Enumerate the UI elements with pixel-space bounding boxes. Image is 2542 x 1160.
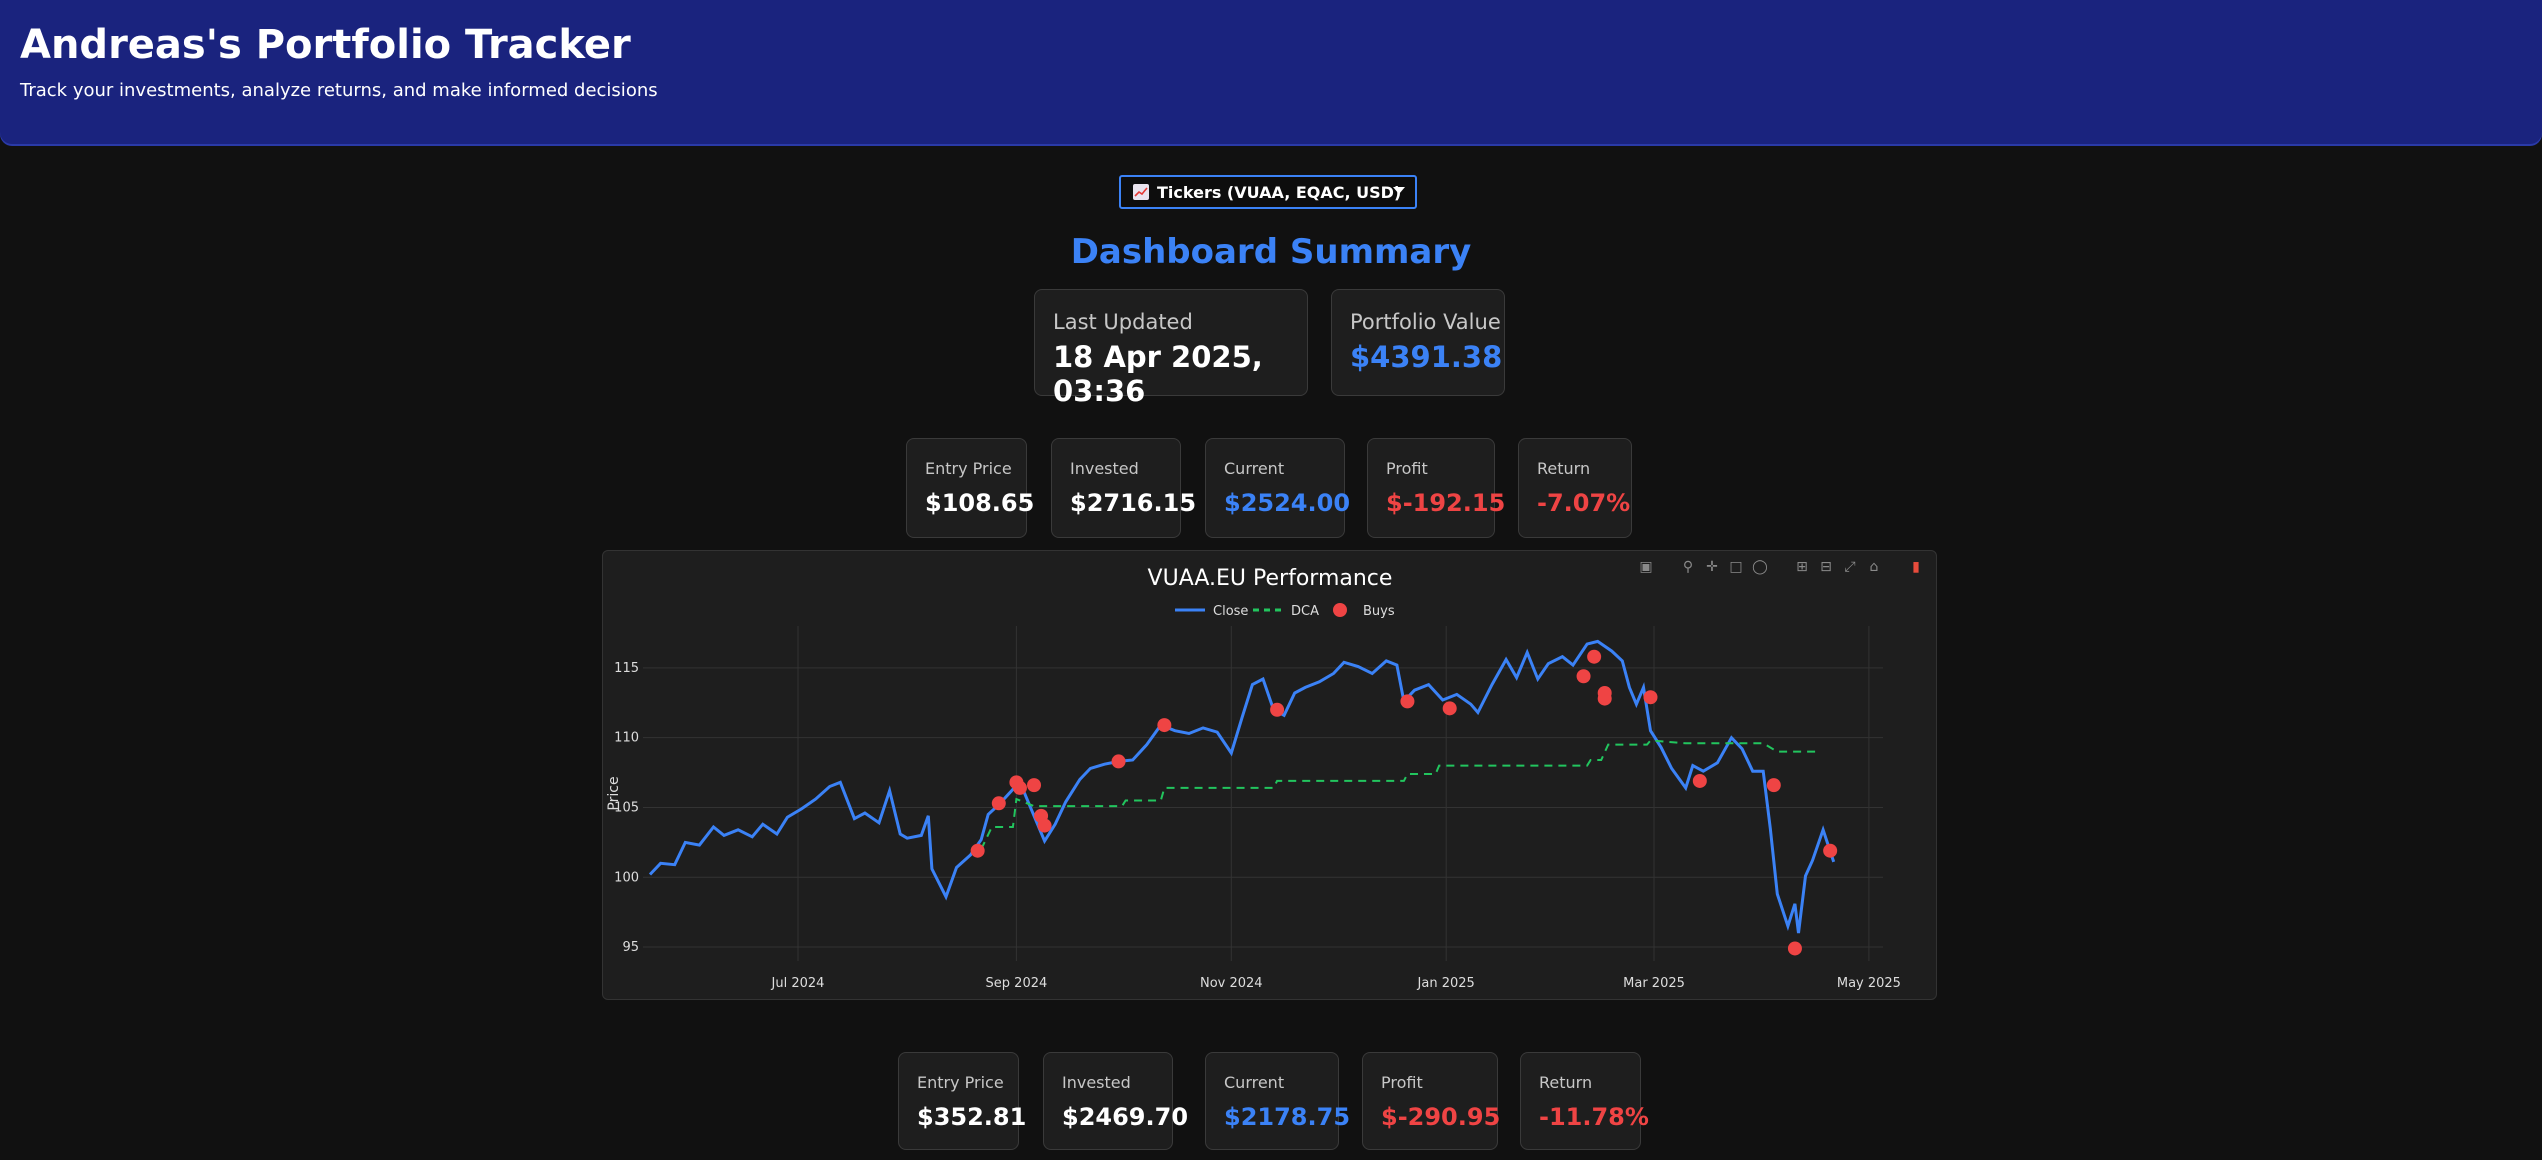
profit-card: Profit $-192.15 [1367,438,1505,538]
buy-marker [1692,773,1707,788]
profit-value: $-192.15 [1386,489,1506,517]
profit-label: Profit [1386,459,1428,478]
return-label: Return [1537,459,1591,478]
invested-value: $2716.15 [1070,489,1197,517]
x-tick-label: Nov 2024 [1200,976,1263,991]
vuaa-chart-panel: ▣ ⚲ ✛ □ ◯ ⊞ ⊟ ⤢ ⌂ ▮ VUAA.EU Performance 9… [602,550,1937,1000]
legend-label: DCA [1291,604,1319,619]
reset-axes-icon[interactable]: ⌂ [1869,559,1879,575]
page-title: Andreas's Portfolio Tracker [20,22,631,68]
portfolio-value-card: Portfolio Value $4391.38 [1331,289,1505,396]
current-label: Current [1224,459,1285,478]
lasso-icon[interactable]: ◯ [1752,559,1768,575]
return-card: Return -7.07% [1518,438,1632,538]
portfolio-value-label: Portfolio Value [1350,310,1501,334]
camera-icon[interactable]: ▣ [1639,559,1653,575]
dca-series-line [980,739,1820,850]
portfolio-value: $4391.38 [1350,340,1503,374]
invested-label: Invested [1070,459,1139,478]
legend-buys-marker [1333,603,1347,617]
return-label: Return [1539,1073,1593,1092]
x-tick-label: Jan 2025 [1417,976,1475,991]
buy-marker [1012,780,1027,795]
current-card-2: Current $2178.75 [1205,1052,1350,1150]
current-value: $2178.75 [1224,1103,1351,1131]
buy-marker [1766,778,1781,793]
legend-label: Buys [1363,604,1395,619]
x-tick-label: May 2025 [1837,976,1901,991]
invested-label: Invested [1062,1073,1131,1092]
return-value: -11.78% [1539,1103,1649,1131]
y-tick-label: 100 [614,870,639,885]
profit-value: $-290.95 [1381,1103,1501,1131]
buy-marker [1576,669,1591,684]
last-updated-label: Last Updated [1053,310,1193,334]
autoscale-icon[interactable]: ⤢ [1844,559,1856,575]
profit-label: Profit [1381,1073,1423,1092]
ticker-select-label: Tickers (VUAA, EQAC, USD) [1157,182,1402,202]
chevron-down-icon[interactable] [1393,187,1405,194]
dashboard-title: Dashboard Summary [1070,232,1472,272]
chart-title: VUAA.EU Performance [1148,566,1393,591]
buy-marker [1587,649,1602,664]
y-axis-label: Price [606,776,622,810]
buy-marker [1823,843,1838,858]
y-tick-label: 115 [614,661,639,676]
y-tick-label: 95 [622,940,639,955]
current-value: $2524.00 [1224,489,1351,517]
y-tick-label: 110 [614,731,639,746]
buy-marker [1787,941,1802,956]
entry-price-value: $352.81 [917,1103,1027,1131]
invested-card: Invested $2716.15 [1051,438,1196,538]
legend-label: Close [1213,604,1248,619]
chart-modebar: ▣ ⚲ ✛ □ ◯ ⊞ ⊟ ⤢ ⌂ ▮ [1638,559,1924,575]
entry-price-label: Entry Price [917,1073,1004,1092]
entry-price-value: $108.65 [925,489,1035,517]
return-card-2: Return -11.78% [1520,1052,1649,1150]
buy-marker [1027,778,1042,793]
y-tick-label: 105 [614,800,639,815]
buy-marker [1643,690,1658,705]
chart-emoji-icon [1133,184,1149,200]
pan-icon[interactable]: ✛ [1706,559,1718,575]
current-card: Current $2524.00 [1205,438,1350,538]
plotly-logo-icon[interactable]: ▮ [1912,559,1920,575]
page-subtitle: Track your investments, analyze returns,… [20,80,658,101]
box-select-icon[interactable]: □ [1729,559,1743,575]
entry-price-card-2: Entry Price $352.81 [898,1052,1026,1150]
invested-card-2: Invested $2469.70 [1043,1052,1188,1150]
buy-marker [1270,702,1285,717]
x-tick-label: Mar 2025 [1623,976,1685,991]
buy-marker [1400,694,1415,709]
app-header: Andreas's Portfolio Tracker Track your i… [0,0,2542,144]
buy-marker [1037,818,1052,833]
performance-chart: VUAA.EU Performance 95 100 105 110 115 Jul 202… [606,566,1901,991]
zoom-out-icon[interactable]: ⊟ [1820,559,1832,575]
buy-marker [1597,691,1612,706]
profit-card-2: Profit $-290.95 [1362,1052,1501,1150]
return-value: -7.07% [1537,489,1631,517]
x-tick-label: Jul 2024 [771,976,825,991]
entry-price-card: Entry Price $108.65 [906,438,1034,538]
ticker-select[interactable]: Tickers (VUAA, EQAC, USD) [1119,175,1417,209]
zoom-in-icon[interactable]: ⊞ [1796,559,1808,575]
invested-value: $2469.70 [1062,1103,1189,1131]
zoom-icon[interactable]: ⚲ [1682,559,1694,575]
buy-marker [991,796,1006,811]
current-label: Current [1224,1073,1285,1092]
x-tick-label: Sep 2024 [986,976,1048,991]
buy-marker [1442,701,1457,716]
entry-price-label: Entry Price [925,459,1012,478]
buy-marker [1157,718,1172,733]
last-updated-value: 18 Apr 2025, 03:36 [1053,340,1263,408]
buy-marker [1111,754,1126,769]
last-updated-card: Last Updated 18 Apr 2025, 03:36 [1034,289,1308,408]
buy-marker [970,843,985,858]
